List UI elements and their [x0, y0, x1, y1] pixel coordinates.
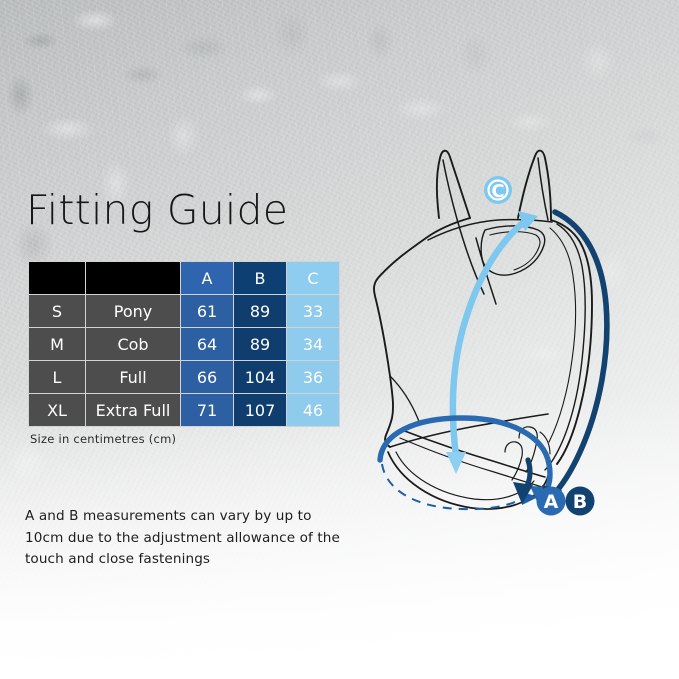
left-jaw-corner [389, 375, 421, 425]
cell-a: 71 [181, 394, 233, 426]
cell-c: 33 [287, 295, 339, 327]
header-cell-b: B [234, 262, 286, 294]
b-arrow-line [549, 209, 610, 499]
mask-crown-seam [427, 218, 553, 241]
header-cell-a: A [181, 262, 233, 294]
size-unit-note: Size in centimetres (cm) [30, 432, 177, 446]
cell-c: 46 [287, 394, 339, 426]
cell-b: 107 [234, 394, 286, 426]
cell-b: 89 [234, 295, 286, 327]
cell-a: 66 [181, 361, 233, 393]
cell-b: 104 [234, 361, 286, 393]
measurement-c-arrow [446, 211, 538, 474]
cell-size: L [29, 361, 85, 393]
badge-a-circle [536, 486, 566, 516]
cell-size: S [29, 295, 85, 327]
footnote-line-3: touch and close fastenings [25, 551, 211, 567]
measurement-b-arrow [513, 209, 610, 508]
c-arrow-line [449, 218, 528, 460]
badge-a-label: A [544, 491, 559, 513]
cell-name: Pony [86, 295, 180, 327]
jaw-upper-edge [389, 413, 549, 448]
header-cell-size-blank [29, 262, 85, 294]
jaw-opening-inner [395, 451, 535, 501]
fly-mask-diagram: C A B [352, 108, 674, 538]
right-ear-outline [517, 149, 552, 221]
a-arrow-dashed-back [381, 463, 523, 511]
header-cell-c: C [287, 262, 339, 294]
footnote-line-1: A and B measurements can vary by up to [25, 508, 312, 524]
left-ear-seam [442, 159, 485, 295]
c-arrow-head-bottom [446, 452, 466, 474]
cell-name: Cob [86, 328, 180, 360]
a-arrow-ellipse-front [377, 415, 553, 500]
badge-a: A [536, 486, 566, 516]
cell-size: XL [29, 394, 85, 426]
velcro-tab-2 [504, 441, 523, 481]
table-row: L Full 66 104 36 [29, 361, 339, 393]
mask-right-silhouette [550, 219, 593, 465]
header-cell-name-blank [86, 262, 180, 294]
page-title: Fitting Guide [26, 186, 289, 234]
sizing-table: A B C S Pony 61 89 33 M Cob 64 89 34 L F… [28, 261, 340, 427]
mask-right-seam-outer [544, 223, 586, 471]
left-ear-outline [435, 149, 471, 219]
c-arrow-head-top [518, 211, 538, 231]
cell-c: 36 [287, 361, 339, 393]
measurement-footnote: A and B measurements can vary by up to 1… [25, 506, 385, 571]
cell-a: 64 [181, 328, 233, 360]
badge-c-ring [487, 179, 509, 201]
cell-c: 34 [287, 328, 339, 360]
table-row: S Pony 61 89 33 [29, 295, 339, 327]
footnote-line-2: 10cm due to the adjustment allowance of … [25, 529, 340, 546]
mask-body-outline [373, 217, 471, 448]
cell-name: Extra Full [86, 394, 180, 426]
table-header-row: A B C [29, 262, 339, 294]
b-arrow-head-left [513, 482, 533, 504]
cell-a: 61 [181, 295, 233, 327]
badge-b-circle [565, 486, 595, 516]
table-row: XL Extra Full 71 107 46 [29, 394, 339, 426]
table-row: M Cob 64 89 34 [29, 328, 339, 360]
mask-outline-group [373, 149, 593, 510]
velcro-tab-seam [539, 431, 551, 455]
mask-right-seam-inner [548, 227, 577, 443]
cell-size: M [29, 328, 85, 360]
cell-name: Full [86, 361, 180, 393]
cell-b: 89 [234, 328, 286, 360]
badge-b: B [565, 486, 595, 516]
badge-b-label: B [573, 491, 587, 513]
badge-c-label: C [491, 181, 504, 202]
badge-c: C [484, 176, 512, 204]
right-ear-seam [537, 157, 549, 221]
